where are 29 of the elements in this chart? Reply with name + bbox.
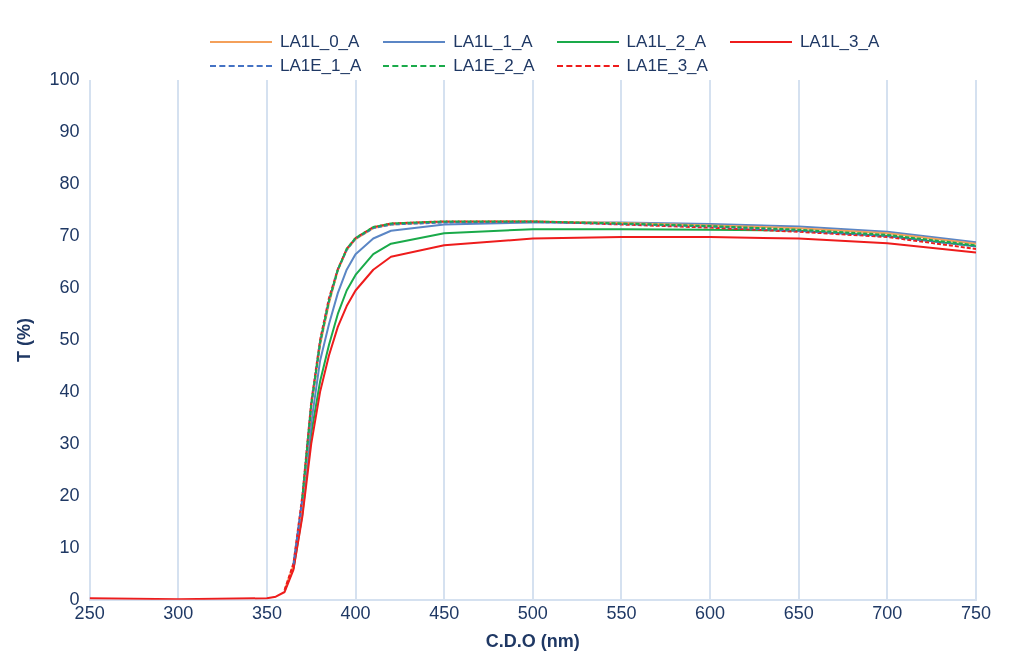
legend-label: LA1L_0_A xyxy=(280,32,360,52)
legend-label: LA1E_2_A xyxy=(453,56,535,76)
x-tick-label: 400 xyxy=(340,602,371,623)
y-tick-label: 30 xyxy=(59,432,80,453)
x-tick-label: 650 xyxy=(783,602,814,623)
x-axis-title: C.D.O (nm) xyxy=(485,631,580,652)
y-tick-label: 50 xyxy=(59,328,80,349)
legend-label: LA1L_1_A xyxy=(453,32,533,52)
x-tick-label: 300 xyxy=(163,602,194,623)
y-tick-label: 10 xyxy=(59,536,80,557)
legend-label: LA1E_3_A xyxy=(626,56,708,76)
legend-label: LA1L_2_A xyxy=(626,32,706,52)
legend-label: LA1L_3_A xyxy=(799,32,880,52)
y-axis-title: T (%) xyxy=(13,317,34,362)
y-tick-label: 20 xyxy=(59,484,80,505)
legend-label: LA1E_1_A xyxy=(280,56,362,76)
y-tick-label: 90 xyxy=(59,120,80,141)
x-tick-label: 350 xyxy=(251,602,282,623)
x-tick-label: 450 xyxy=(429,602,460,623)
y-tick-label: 60 xyxy=(59,276,80,297)
x-tick-label: 500 xyxy=(517,602,548,623)
y-tick-label: 80 xyxy=(59,172,80,193)
x-tick-label: 750 xyxy=(960,602,992,623)
y-tick-label: 70 xyxy=(59,224,80,245)
x-tick-label: 700 xyxy=(872,602,903,623)
y-tick-label: 40 xyxy=(59,380,80,401)
x-tick-label: 600 xyxy=(695,602,726,623)
y-tick-label: 100 xyxy=(49,68,80,89)
x-tick-label: 550 xyxy=(606,602,637,623)
